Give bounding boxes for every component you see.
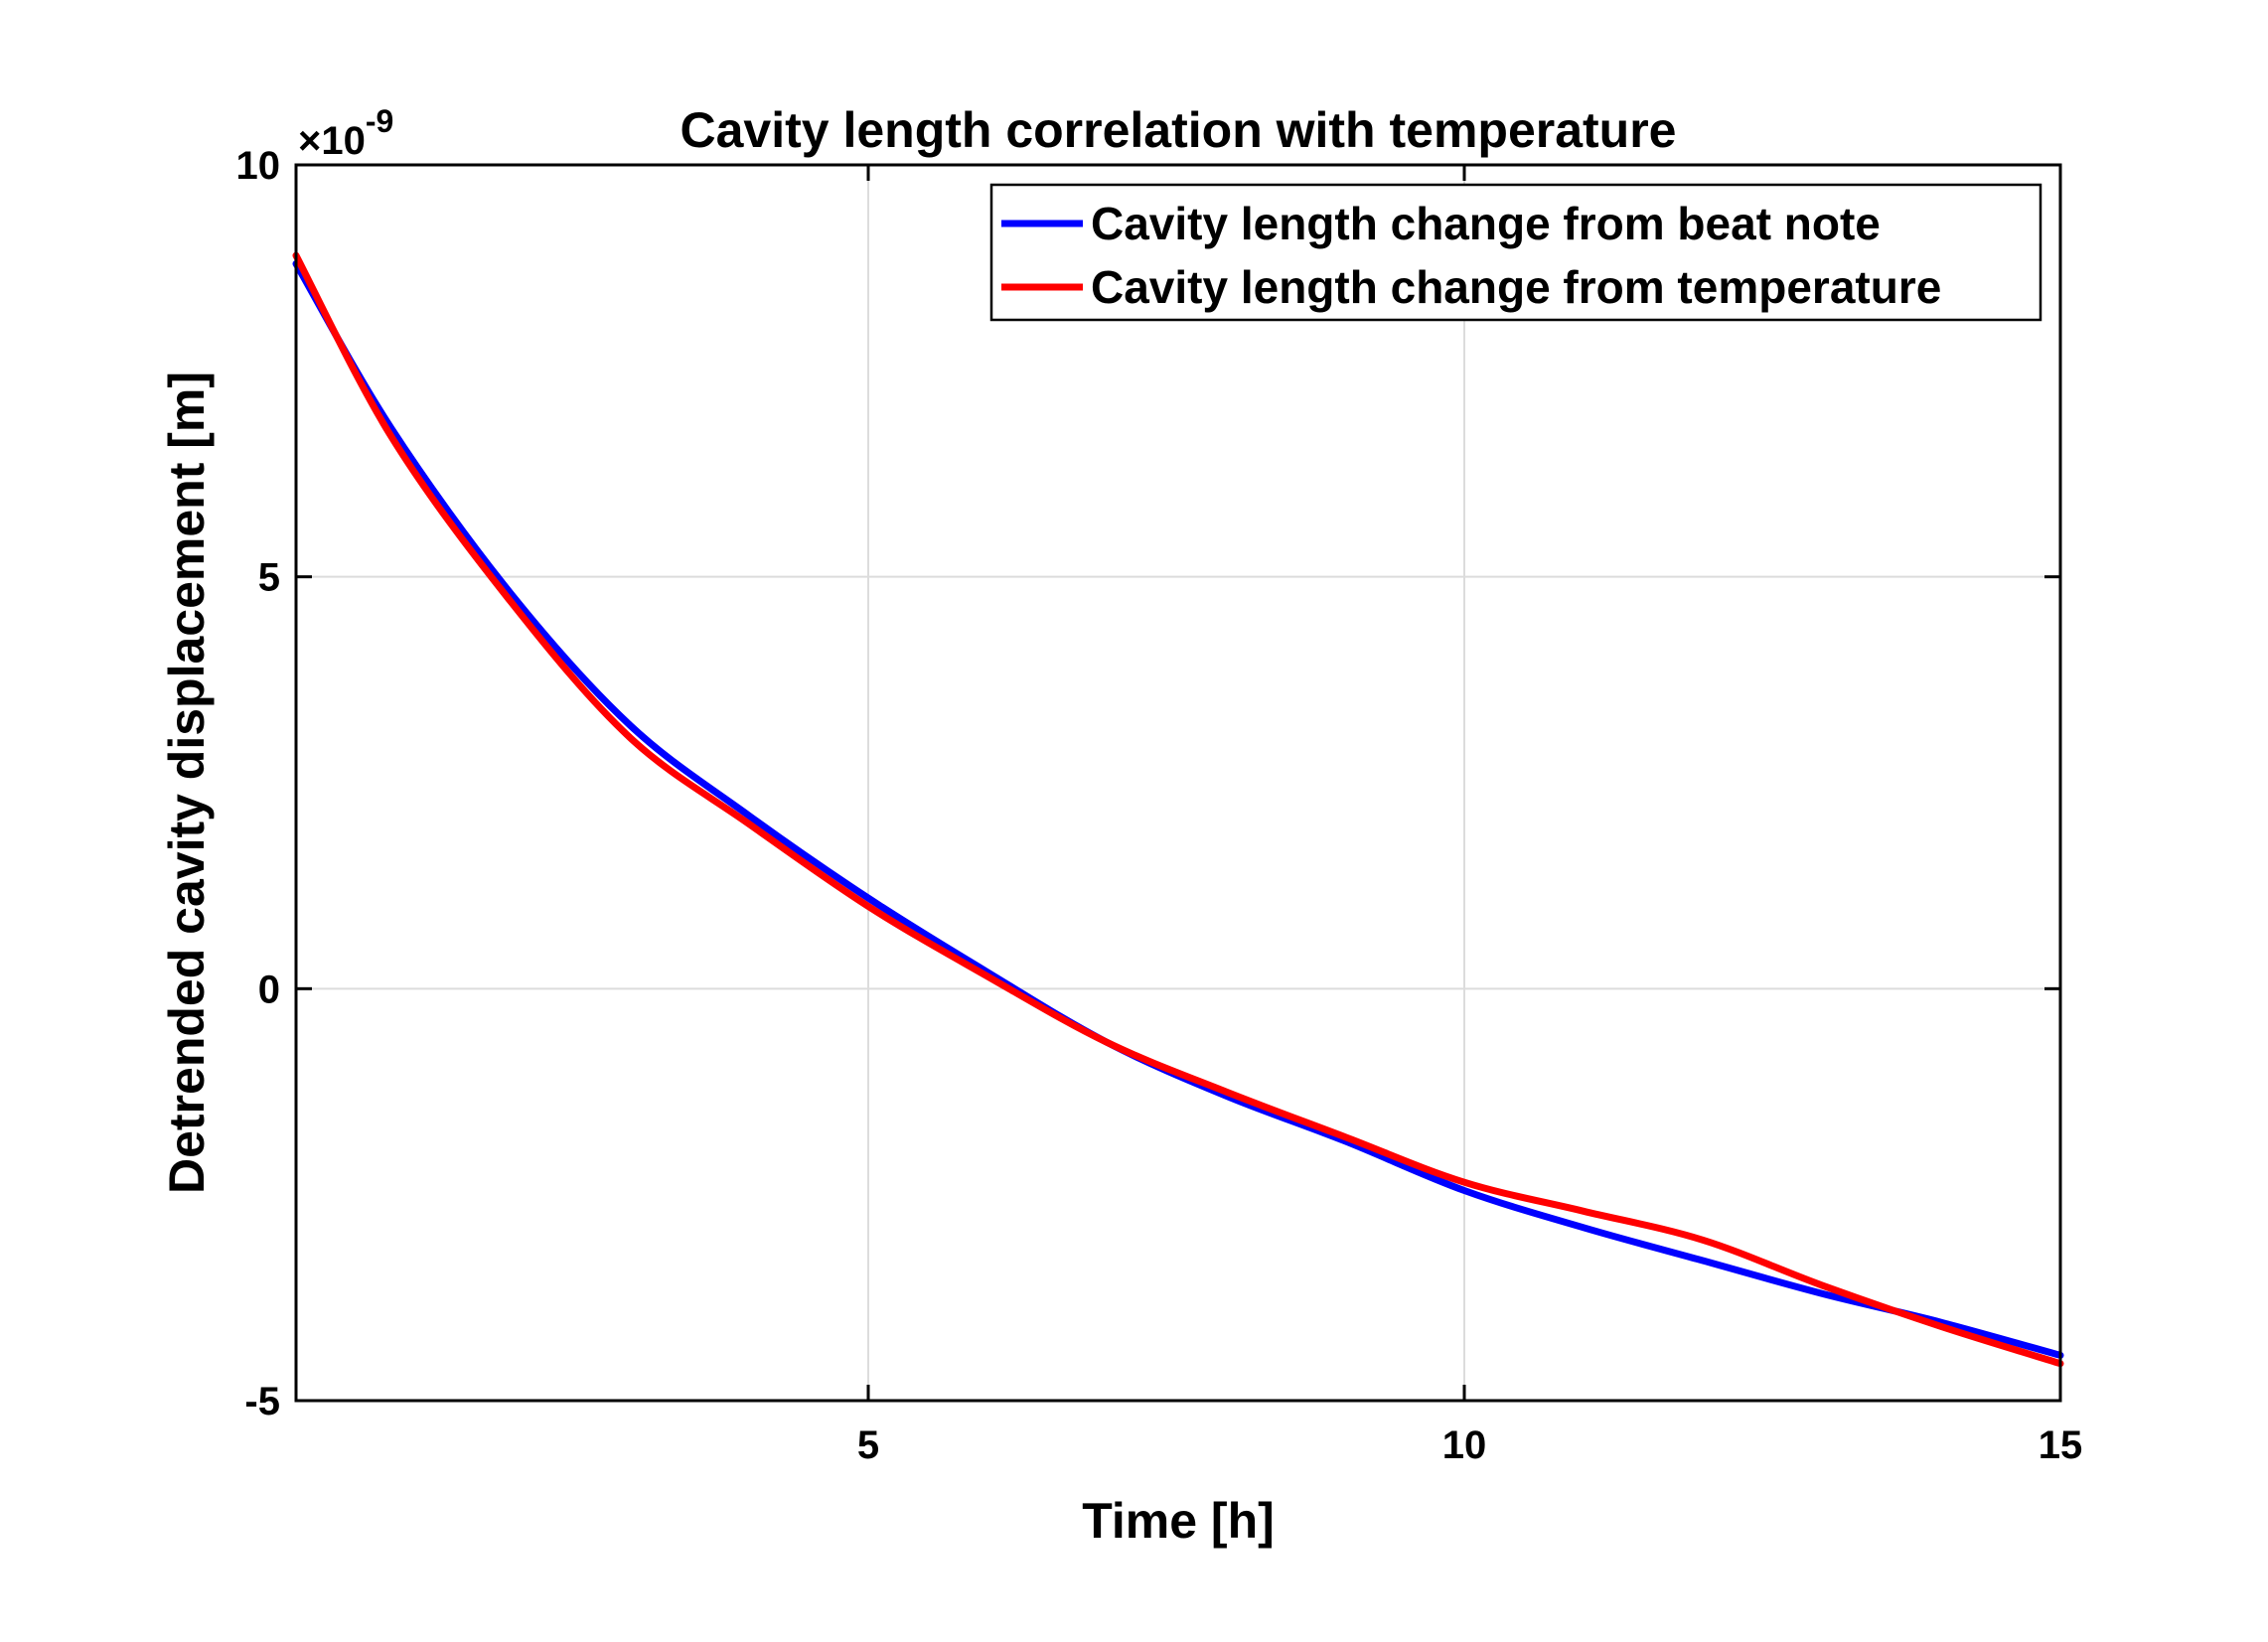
y-exponent-prefix: ×10 — [298, 119, 366, 163]
y-exponent-power: -9 — [366, 103, 393, 139]
ticks: 5 10 15 -5 0 5 10 — [236, 144, 2083, 1467]
y-tick-label: -5 — [244, 1380, 280, 1423]
y-tick-label: 5 — [258, 556, 280, 600]
y-exponent-label: ×10-9 — [298, 103, 393, 163]
x-tick-label: 10 — [1442, 1423, 1487, 1467]
y-tick-label: 0 — [258, 968, 280, 1011]
plot-area — [296, 165, 2060, 1401]
axes-box — [294, 163, 2062, 1403]
legend-label-temperature: Cavity length change from temperature — [1091, 261, 1941, 313]
legend-label-beat-note: Cavity length change from beat note — [1091, 198, 1881, 249]
x-axis-title: Time [h] — [1082, 1493, 1275, 1549]
chart-title: Cavity length correlation with temperatu… — [680, 102, 1677, 158]
y-axis-title: Detrended cavity displacement [m] — [159, 372, 215, 1194]
legend-box — [989, 183, 2042, 322]
series-line-temperature — [292, 251, 2064, 1368]
series-lines — [292, 251, 2064, 1368]
y-tick-label: 10 — [236, 144, 281, 188]
legend: Cavity length change from beat note Cavi… — [989, 183, 2042, 322]
x-tick-label: 15 — [2039, 1423, 2083, 1467]
x-tick-label: 5 — [857, 1423, 879, 1467]
